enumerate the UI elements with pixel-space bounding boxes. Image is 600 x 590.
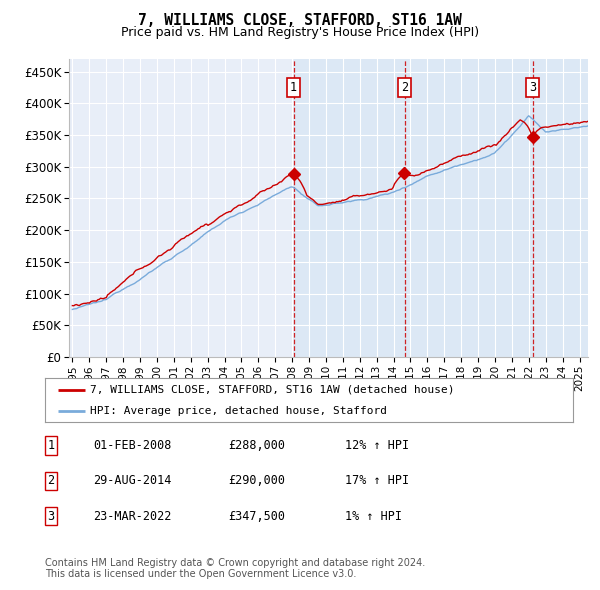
Text: £290,000: £290,000 [228, 474, 285, 487]
Text: 1% ↑ HPI: 1% ↑ HPI [345, 510, 402, 523]
Text: 7, WILLIAMS CLOSE, STAFFORD, ST16 1AW (detached house): 7, WILLIAMS CLOSE, STAFFORD, ST16 1AW (d… [90, 385, 454, 395]
Text: 3: 3 [529, 81, 536, 94]
Bar [293, 59, 405, 357]
Text: £347,500: £347,500 [228, 510, 285, 523]
Text: Price paid vs. HM Land Registry's House Price Index (HPI): Price paid vs. HM Land Registry's House … [121, 26, 479, 39]
Text: 7, WILLIAMS CLOSE, STAFFORD, ST16 1AW: 7, WILLIAMS CLOSE, STAFFORD, ST16 1AW [138, 13, 462, 28]
Text: 1: 1 [47, 439, 55, 452]
Text: 01-FEB-2008: 01-FEB-2008 [93, 439, 172, 452]
Text: Contains HM Land Registry data © Crown copyright and database right 2024.
This d: Contains HM Land Registry data © Crown c… [45, 558, 425, 579]
Bar [405, 59, 533, 357]
Text: 3: 3 [47, 510, 55, 523]
Text: £288,000: £288,000 [228, 439, 285, 452]
Text: 1: 1 [290, 81, 297, 94]
Text: HPI: Average price, detached house, Stafford: HPI: Average price, detached house, Staf… [90, 406, 387, 416]
Text: 23-MAR-2022: 23-MAR-2022 [93, 510, 172, 523]
Text: 29-AUG-2014: 29-AUG-2014 [93, 474, 172, 487]
Bar [533, 59, 588, 357]
Text: 2: 2 [401, 81, 409, 94]
Text: 12% ↑ HPI: 12% ↑ HPI [345, 439, 409, 452]
Text: 2: 2 [47, 474, 55, 487]
Text: 17% ↑ HPI: 17% ↑ HPI [345, 474, 409, 487]
